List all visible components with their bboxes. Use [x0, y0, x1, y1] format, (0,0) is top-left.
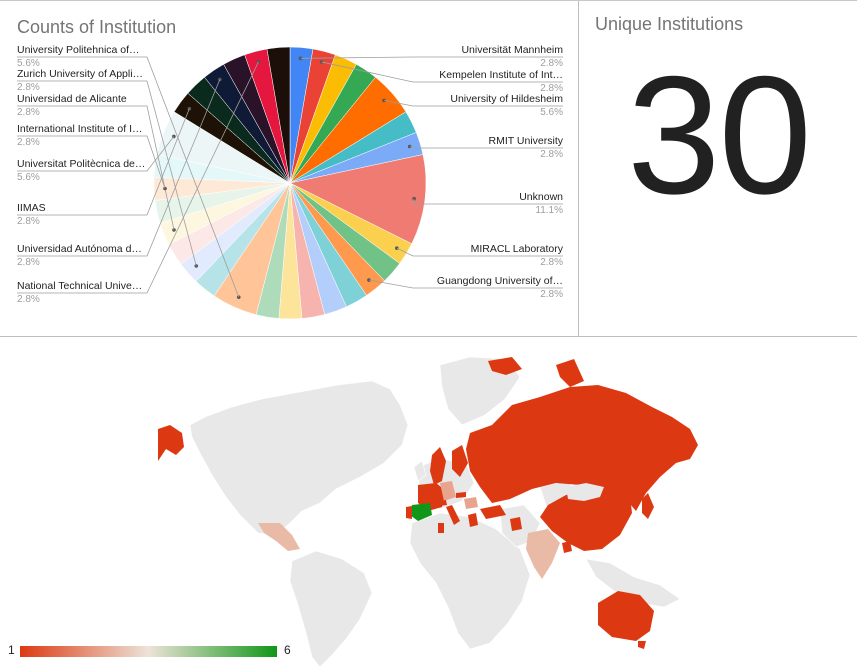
pie-slice-percent: 2.8%	[17, 294, 40, 305]
pie-leader-line	[17, 136, 175, 172]
map-japan	[642, 493, 654, 519]
map-russia-islands	[488, 357, 640, 415]
pie-slice-label: IIMAS	[17, 202, 46, 214]
pie-leader-line	[409, 146, 563, 149]
pie-slice-percent: 2.8%	[17, 257, 40, 268]
map-mongolia	[566, 483, 604, 501]
map-sweden	[430, 447, 446, 485]
map-north-america	[189, 380, 409, 536]
map-switzerland	[438, 500, 447, 506]
pie-chart-title: Counts of Institution	[17, 17, 177, 37]
pie-slice[interactable]	[289, 154, 427, 245]
kpi-value: 30	[627, 41, 812, 229]
world-map	[158, 356, 698, 668]
pie-leader-line	[17, 135, 166, 189]
pie-slice-percent: 2.8%	[540, 289, 563, 300]
map-turkey	[480, 505, 506, 519]
map-africa	[409, 512, 531, 650]
map-germany	[440, 481, 456, 501]
map-iraq	[510, 517, 522, 531]
legend-max-label: 6	[284, 643, 291, 657]
pie-slice-percent: 11.1%	[535, 205, 563, 216]
pie-slice-label: University of Hildesheim	[450, 93, 563, 105]
pie-slice-label: Kempelen Institute of Int…	[439, 69, 563, 81]
map-southeast-asia	[585, 558, 681, 608]
pie-leader-line	[17, 80, 197, 266]
pie-label-anchor	[236, 295, 241, 299]
map-china	[540, 487, 632, 551]
map-alaska	[158, 425, 184, 461]
kpi-title: Unique Institutions	[595, 14, 744, 34]
map-tasmania	[638, 641, 646, 649]
top-border	[0, 0, 857, 1]
map-slovakia	[456, 492, 466, 498]
pie-slice-label: National Technical Unive…	[17, 280, 142, 292]
map-mexico	[258, 523, 300, 551]
pie-leader-line	[17, 79, 221, 257]
map-russia	[466, 385, 698, 511]
pie-leader-line	[17, 56, 240, 298]
pie-slice-percent: 2.8%	[540, 83, 563, 94]
map-italy	[446, 505, 460, 525]
map-australia	[598, 591, 654, 641]
pie-slice-percent: 2.8%	[17, 82, 40, 93]
pie-slice-percent: 2.8%	[17, 137, 40, 148]
legend-color-bar	[20, 646, 277, 657]
pie-slice-percent: 2.8%	[17, 107, 40, 118]
legend-min-label: 1	[8, 643, 15, 657]
pie-slice-label: Universidad Autónoma d…	[17, 243, 142, 255]
kpi-panel: Unique Institutions 30	[580, 1, 857, 336]
map-romania	[464, 497, 478, 509]
map-south-america	[289, 550, 373, 668]
map-greenland	[439, 356, 521, 426]
pie-label-anchor	[218, 77, 222, 82]
geo-map-panel	[0, 337, 857, 670]
map-india	[526, 529, 560, 579]
pie-leader-line	[412, 198, 563, 205]
pie-slice-label: Guangdong University of…	[437, 275, 563, 287]
pie-slice-label: RMIT University	[489, 135, 564, 147]
pie-slice-percent: 5.6%	[540, 107, 563, 118]
pie-slice-percent: 2.8%	[540, 257, 563, 268]
map-portugal	[406, 506, 412, 519]
pie-slice-label: University Politehnica of…	[17, 44, 140, 56]
pie-slice-label: Zurich University of Appli…	[17, 68, 143, 80]
pie-slice-label: International Institute of I…	[17, 123, 143, 135]
map-greece	[468, 513, 478, 527]
pie-slice-label: Universidad de Alicante	[17, 93, 127, 105]
pie-slice-percent: 5.6%	[17, 172, 40, 183]
pie-leader-line	[17, 61, 259, 294]
pie-leader-line	[17, 108, 190, 216]
map-highlighted-countries	[158, 357, 698, 649]
pie-leader-line	[368, 279, 563, 289]
pie-slice-label: Universität Mannheim	[461, 44, 563, 56]
map-spain	[410, 503, 432, 521]
pie-slice-percent: 2.8%	[540, 58, 563, 69]
pie-slice-percent: 2.8%	[540, 149, 563, 160]
pie-chart-panel: Universität Mannheim 2.8% Kempelen Institu…	[0, 1, 579, 336]
map-tunisia	[438, 523, 444, 533]
panel-divider	[0, 336, 857, 337]
pie-slice-label: Universitat Politècnica de…	[17, 158, 145, 170]
pie-leader-line	[321, 61, 563, 83]
pie-slice[interactable]	[266, 46, 291, 184]
map-uk	[413, 460, 427, 482]
pie-leader-line	[383, 100, 563, 107]
map-finland	[452, 445, 468, 477]
pie-leader-line	[300, 56, 563, 59]
pie-slice-percent: 2.8%	[17, 216, 40, 227]
pie-slice-label: MIRACL Laboratory	[471, 243, 564, 255]
map-bangladesh	[562, 541, 572, 553]
pie-leader-line	[396, 247, 563, 257]
pie-slice-label: Unknown	[519, 191, 563, 203]
pie-slice-percent: 5.6%	[17, 58, 40, 69]
